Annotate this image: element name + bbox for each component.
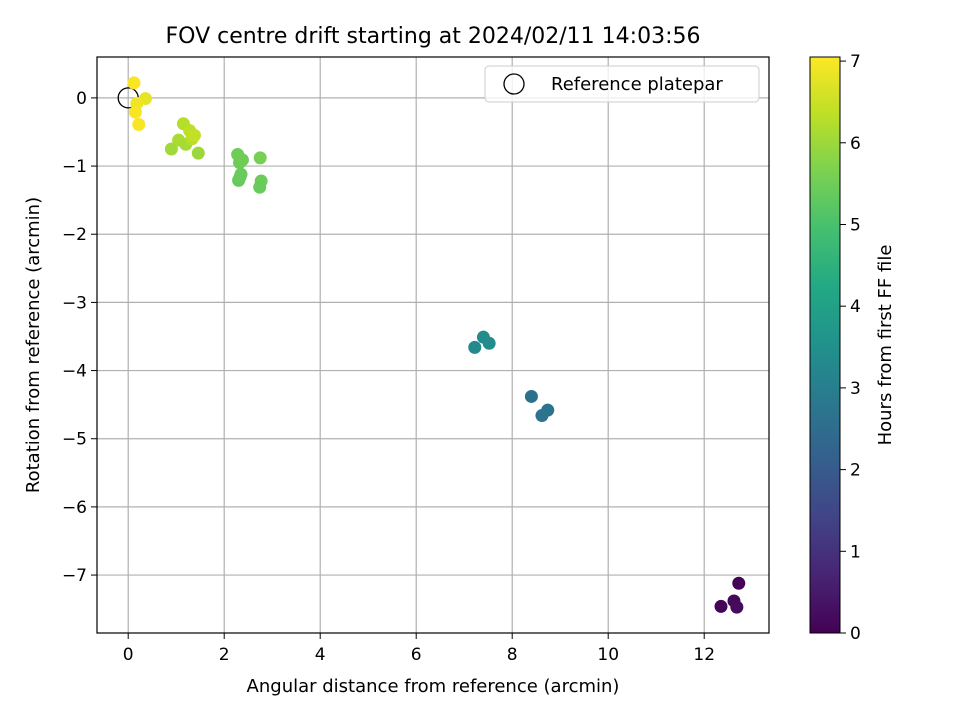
plot-area: 0 2 4 6 8 10 12 0 −1 −2 −3 −4 −5 −6 −7 bbox=[62, 56, 770, 665]
y-tick-label: −4 bbox=[62, 362, 87, 382]
colorbar: 0 1 2 3 4 5 6 7 Hours from first FF file bbox=[809, 52, 896, 644]
colorbar-tick-label: 2 bbox=[850, 461, 861, 481]
y-tick-label: −3 bbox=[62, 293, 87, 313]
data-point bbox=[187, 128, 201, 142]
colorbar-tick-label: 5 bbox=[850, 215, 861, 235]
legend-entry-reference: Reference platepar bbox=[551, 74, 723, 95]
x-tick-label: 4 bbox=[315, 645, 326, 665]
x-gridlines bbox=[127, 57, 705, 633]
y-tick-label: 0 bbox=[76, 89, 87, 109]
data-point bbox=[233, 170, 247, 184]
colorbar-tick-label: 0 bbox=[850, 624, 861, 644]
data-point bbox=[191, 146, 205, 160]
y-tick-label: −5 bbox=[62, 430, 87, 450]
x-tick-label: 0 bbox=[123, 645, 134, 665]
data-point bbox=[253, 180, 267, 194]
colorbar-tick-label: 7 bbox=[850, 52, 861, 72]
colorbar-gradient bbox=[809, 56, 841, 634]
colorbar-label: Hours from first FF file bbox=[875, 245, 896, 446]
data-point bbox=[541, 403, 555, 417]
data-point bbox=[164, 142, 178, 156]
data-point bbox=[468, 340, 482, 354]
colorbar-tick-label: 6 bbox=[850, 134, 861, 154]
colorbar-ticks: 0 1 2 3 4 5 6 7 bbox=[840, 52, 861, 644]
data-point bbox=[524, 389, 538, 403]
data-point bbox=[482, 336, 496, 350]
colorbar-tick-label: 1 bbox=[850, 542, 861, 562]
x-tick-label: 6 bbox=[411, 645, 422, 665]
data-point bbox=[128, 105, 142, 119]
y-axis-ticks: 0 −1 −2 −3 −4 −5 −6 −7 bbox=[62, 89, 97, 586]
data-point bbox=[730, 600, 744, 614]
y-axis-label: Rotation from reference (arcmin) bbox=[23, 197, 44, 493]
data-point bbox=[253, 151, 267, 165]
x-axis-label: Angular distance from reference (arcmin) bbox=[247, 676, 620, 697]
legend-box bbox=[484, 65, 760, 103]
data-point bbox=[732, 576, 746, 590]
plot-frame bbox=[96, 56, 770, 634]
colorbar-tick-label: 4 bbox=[850, 297, 861, 317]
y-tick-label: −6 bbox=[62, 498, 87, 518]
data-point bbox=[714, 599, 728, 613]
data-point bbox=[127, 76, 141, 90]
y-tick-label: −7 bbox=[62, 566, 87, 586]
data-point bbox=[235, 153, 249, 167]
x-tick-label: 10 bbox=[597, 645, 619, 665]
y-tick-label: −2 bbox=[62, 225, 87, 245]
y-gridlines bbox=[97, 97, 769, 576]
x-tick-label: 8 bbox=[507, 645, 518, 665]
data-point bbox=[132, 117, 146, 131]
y-tick-label: −1 bbox=[62, 157, 87, 177]
x-tick-label: 12 bbox=[693, 645, 715, 665]
colorbar-tick-label: 3 bbox=[850, 379, 861, 399]
chart-title: FOV centre drift starting at 2024/02/11 … bbox=[166, 24, 701, 49]
data-points bbox=[127, 76, 746, 614]
x-axis-ticks: 0 2 4 6 8 10 12 bbox=[123, 633, 715, 665]
legend: Reference platepar bbox=[484, 65, 760, 103]
x-tick-label: 2 bbox=[219, 645, 230, 665]
legend-reference-marker bbox=[503, 73, 525, 95]
